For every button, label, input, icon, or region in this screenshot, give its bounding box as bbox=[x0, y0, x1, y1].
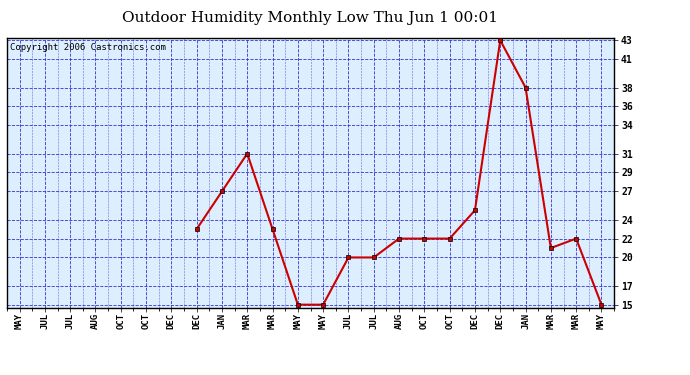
Text: Copyright 2006 Castronics.com: Copyright 2006 Castronics.com bbox=[10, 43, 166, 52]
Text: Outdoor Humidity Monthly Low Thu Jun 1 00:01: Outdoor Humidity Monthly Low Thu Jun 1 0… bbox=[123, 11, 498, 25]
